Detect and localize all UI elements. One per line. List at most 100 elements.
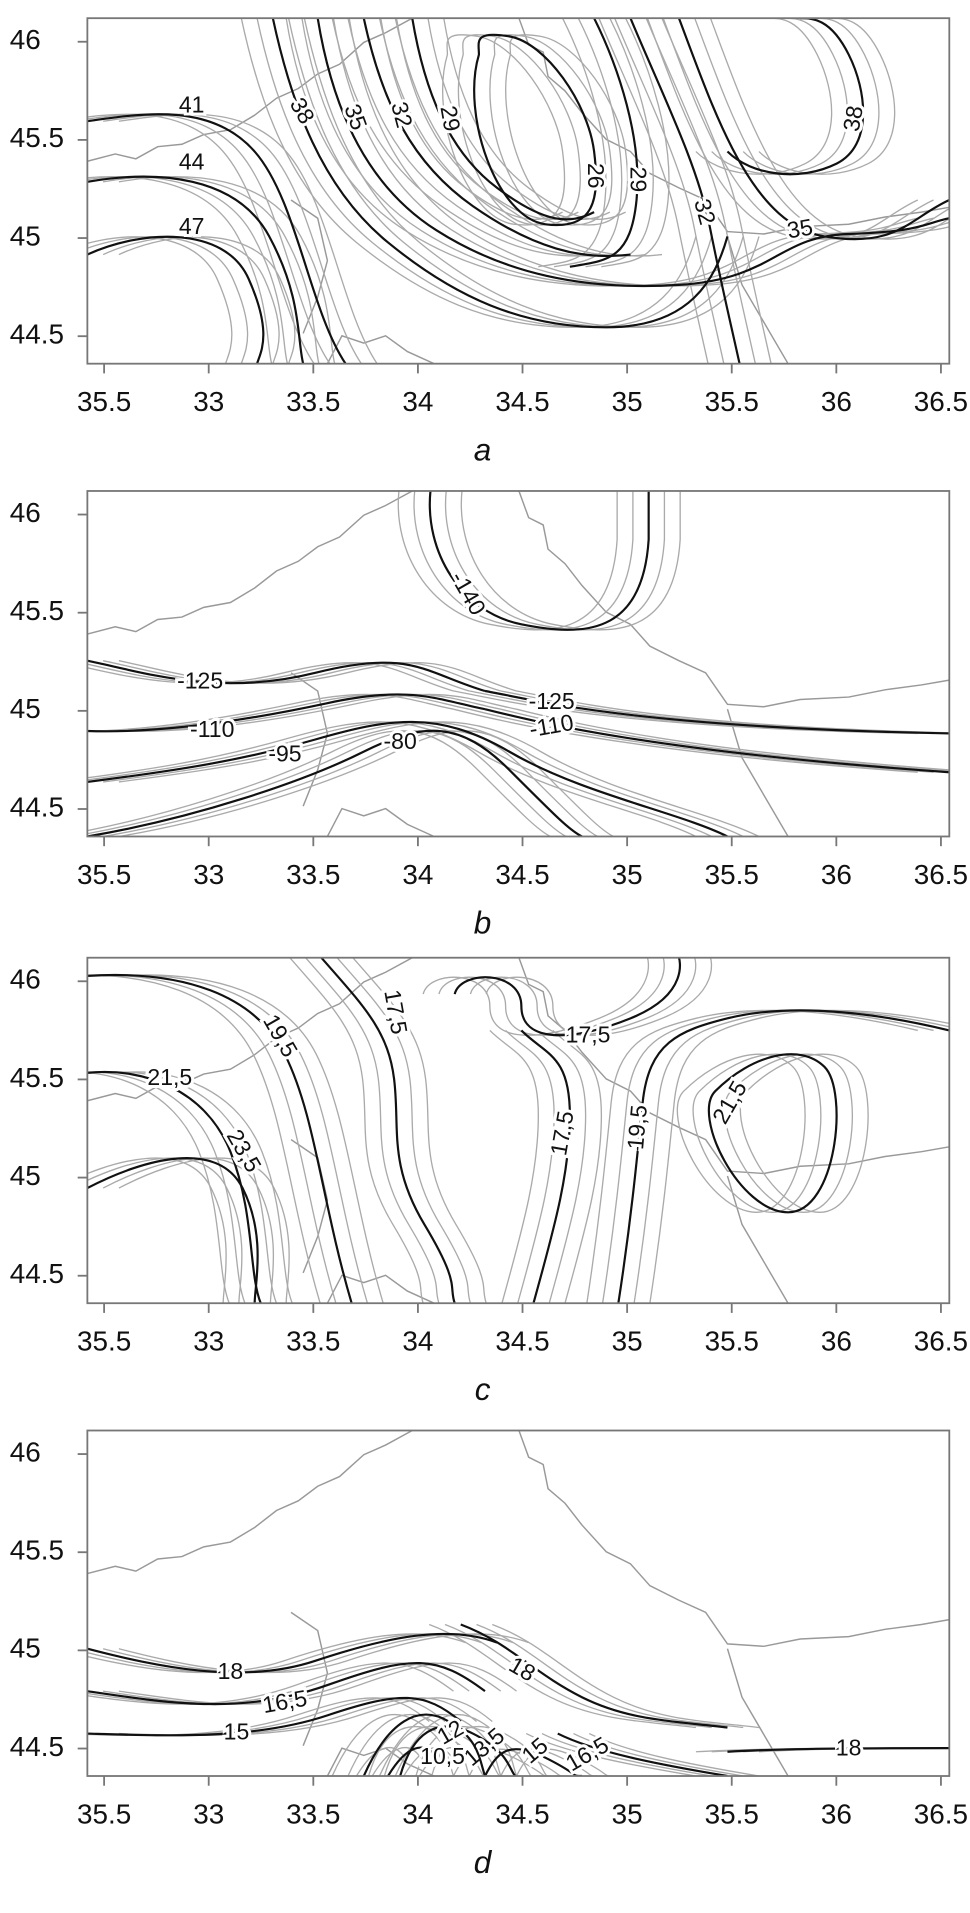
y-tick-label: 46 [10, 1436, 41, 1467]
isoline [469, 708, 934, 773]
isoline [552, 1029, 603, 1304]
panel-caption: a [474, 432, 492, 468]
isoline [505, 34, 629, 226]
contour-line [484, 708, 950, 774]
isoline [118, 236, 296, 364]
x-tick-label: 35.5 [77, 386, 131, 417]
isoline [418, 1747, 469, 1777]
isoline [87, 236, 249, 364]
x-tick-label: 35.5 [705, 1798, 759, 1829]
contour-line [87, 1157, 259, 1304]
isoline [516, 708, 950, 771]
isoline [87, 1071, 246, 1304]
y-tick-label: 46 [10, 964, 41, 995]
contour-label: 35 [339, 100, 372, 133]
contour-label: 18 [836, 1734, 862, 1760]
contour-line [520, 1029, 571, 1304]
isoline [287, 18, 744, 328]
x-tick-label: 34.5 [495, 386, 549, 417]
isoline [87, 1662, 454, 1705]
isoline [442, 34, 566, 226]
x-tick-label: 36.5 [914, 386, 968, 417]
contour-line [387, 1746, 438, 1777]
contour-line [87, 1070, 262, 1304]
x-tick-label: 36.5 [914, 859, 968, 890]
isoline [118, 1662, 517, 1705]
x-tick-label: 35.5 [705, 1326, 759, 1357]
x-tick-label: 36 [821, 1326, 852, 1357]
x-tick-label: 34.5 [495, 859, 549, 890]
isoline [87, 661, 470, 692]
isoline [601, 18, 670, 268]
x-tick-label: 35 [612, 386, 643, 417]
contour-line [87, 1632, 498, 1674]
x-tick-label: 36 [821, 859, 852, 890]
isoline [505, 1029, 555, 1304]
x-tick-label: 36.5 [914, 1798, 968, 1829]
isoline [541, 1732, 712, 1777]
isoline [102, 1157, 275, 1304]
plot-area: -140-125-110-95 -80-125-110 [87, 490, 950, 837]
isoline [662, 18, 934, 240]
x-tick-label: 34.5 [495, 1798, 549, 1829]
isoline [347, 1713, 470, 1777]
contour-line [453, 957, 682, 1037]
contour-line [87, 973, 353, 1304]
isoline [355, 1747, 406, 1777]
isoline [331, 18, 600, 257]
contour-line [320, 957, 456, 1304]
isoline [646, 18, 919, 240]
y-tick-label: 44.5 [10, 1258, 64, 1289]
isoline [380, 18, 563, 221]
isoline [102, 660, 501, 692]
isoline [585, 18, 654, 268]
x-tick-label: 34 [402, 1326, 433, 1357]
plot-frame [86, 17, 951, 365]
contour-label: 26 [583, 163, 609, 189]
x-tick-label: 33.5 [286, 1798, 340, 1829]
x-tick-label: 35.5 [77, 1798, 131, 1829]
x-tick-label: 33 [193, 1326, 224, 1357]
isoline [397, 490, 618, 631]
plot-frame [86, 956, 951, 1305]
isoline [476, 1623, 744, 1729]
isoline [118, 721, 760, 837]
contour-label: 19,5 [258, 1010, 303, 1062]
y-tick-label: 45.5 [10, 1535, 64, 1566]
x-tick-label: 36 [821, 386, 852, 417]
isoline [649, 1009, 950, 1304]
isoline [87, 661, 454, 692]
panel-caption: b [474, 904, 492, 940]
x-tick-label: 35.5 [77, 859, 131, 890]
contour-label: 23,5 [222, 1125, 267, 1177]
contour-label: 32 [689, 196, 721, 227]
isoline [87, 730, 551, 837]
contour-label: 44 [179, 149, 205, 175]
isoline [553, 18, 623, 268]
contour-label: 41 [179, 92, 205, 118]
isoline [422, 957, 650, 1036]
isoline [352, 957, 487, 1304]
isoline [103, 974, 369, 1304]
y-tick-label: 45.5 [10, 1062, 64, 1093]
contour-label: 21,5 [707, 1076, 752, 1128]
contour-label: -110 [190, 716, 234, 742]
isoline [443, 18, 626, 221]
x-tick-label: 35.5 [77, 1326, 131, 1357]
isoline [676, 1053, 806, 1213]
x-tick-label: 34.5 [495, 1326, 549, 1357]
isoline [457, 34, 581, 226]
x-tick-label: 34 [402, 386, 433, 417]
x-tick-label: 36.5 [914, 1326, 968, 1357]
isoline [285, 18, 918, 287]
isoline [103, 1662, 502, 1705]
x-tick-label: 33 [193, 1798, 224, 1829]
isoline [118, 660, 517, 692]
panel: 41 44 47 38 35 32 29 26 29 32 35 38 35.5 33 33.5 34 34.5… [10, 17, 968, 468]
isoline [536, 1029, 587, 1304]
y-tick-label: 44.5 [10, 1731, 64, 1762]
isoline [305, 957, 440, 1304]
isoline [118, 1633, 529, 1674]
